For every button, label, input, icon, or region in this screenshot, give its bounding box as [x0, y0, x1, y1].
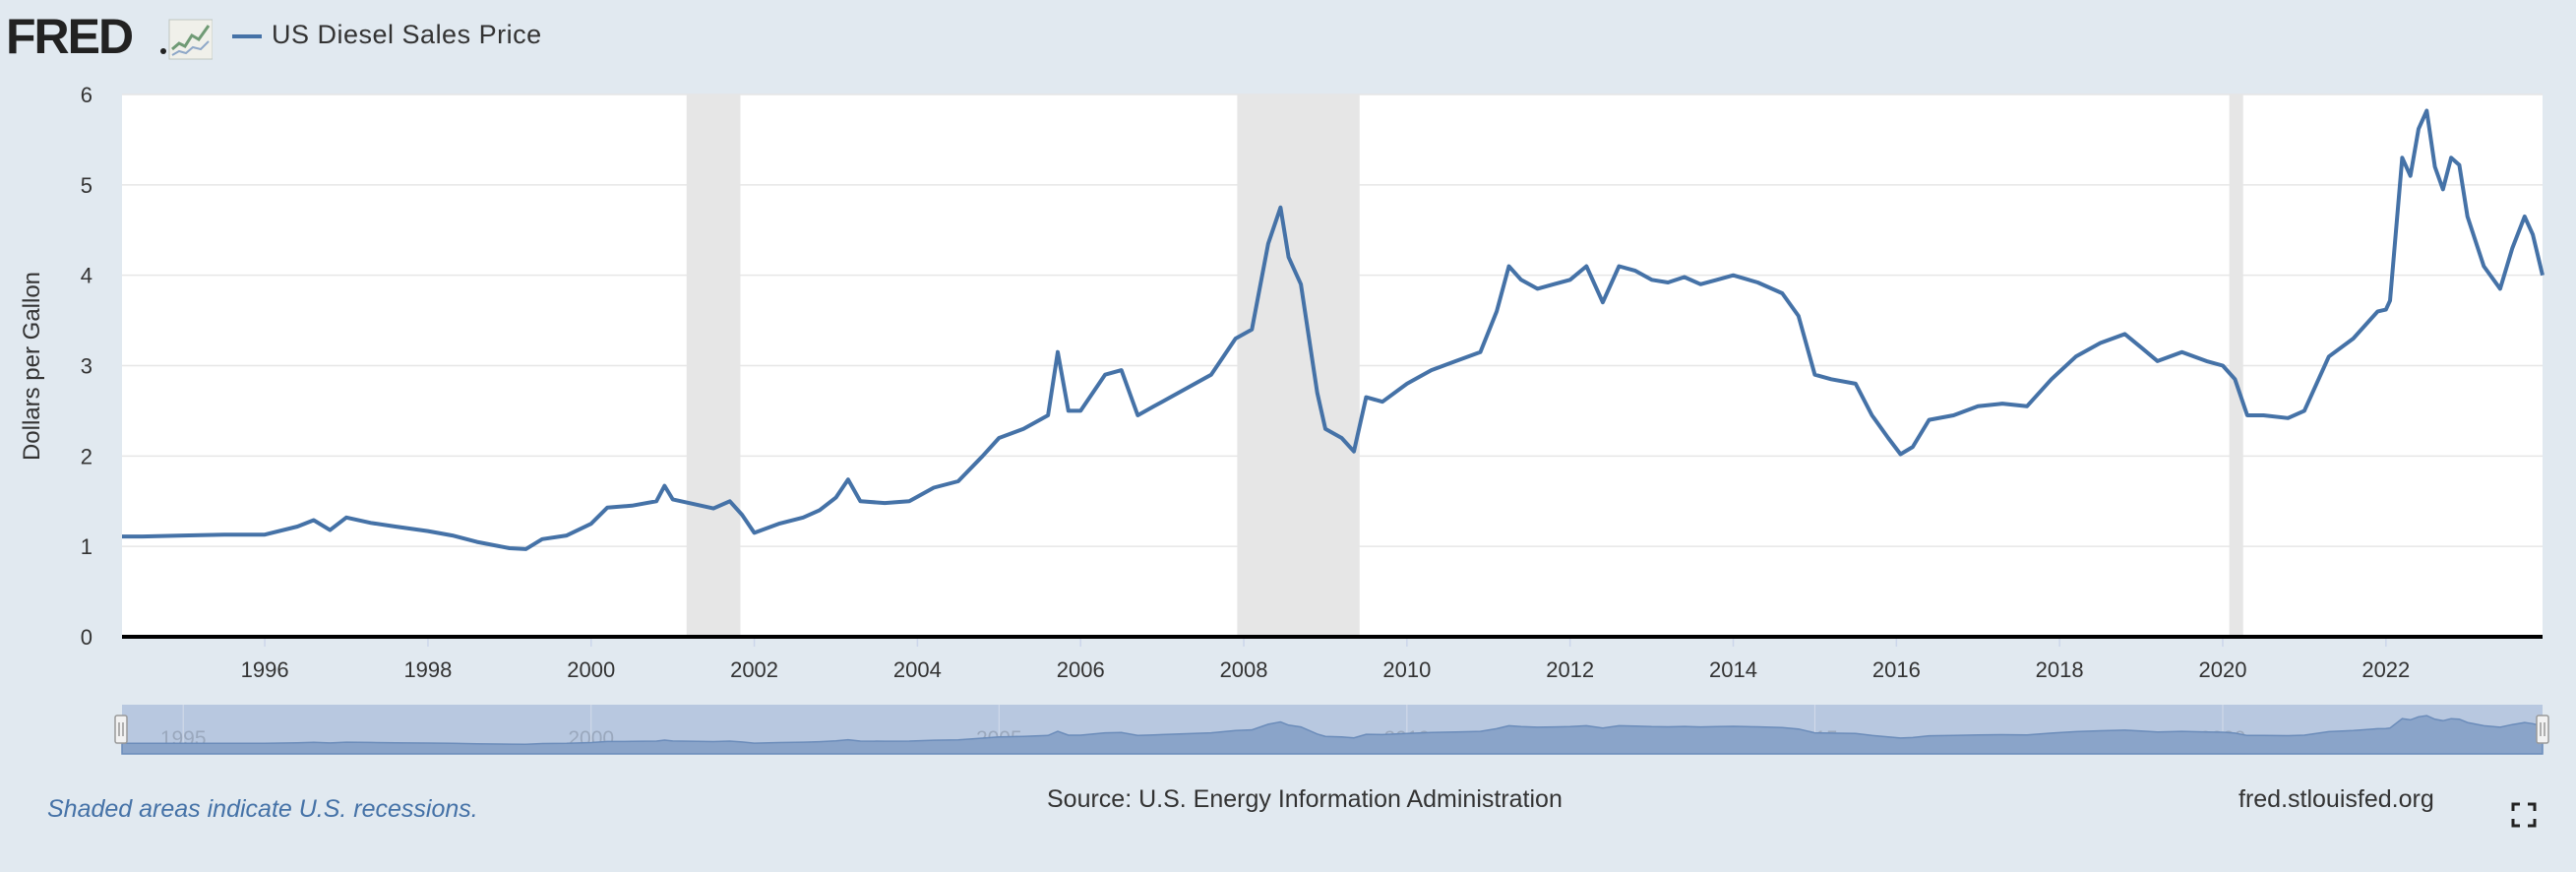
x-tick-label: 2008 [1220, 657, 1268, 682]
y-tick-label: 2 [81, 444, 92, 468]
chart-icon [168, 19, 213, 60]
y-tick-label: 0 [81, 625, 92, 650]
y-tick-label: 5 [81, 173, 92, 198]
navigator-handle-right[interactable] [2536, 715, 2549, 744]
navigator-handle-left[interactable] [114, 715, 128, 744]
x-tick-label: 2010 [1382, 657, 1431, 682]
line-chart: 0 1 2 3 4 5 6 1996 1998 2000 2002 2004 2006 2008 2010… [19, 83, 2549, 755]
x-tick-label: 2016 [1872, 657, 1921, 682]
legend-series-line [232, 34, 262, 38]
fred-logo[interactable]: FRED [6, 4, 213, 65]
fullscreen-icon[interactable] [2511, 802, 2537, 828]
x-axis-ticks: 1996 1998 2000 2002 2004 2006 2008 2010 2012 2014… [241, 637, 2410, 682]
source-text: Source: U.S. Energy Information Administ… [1047, 785, 1563, 813]
y-tick-label: 6 [81, 83, 92, 107]
gridlines [122, 93, 2543, 547]
x-tick-label: 2018 [2036, 657, 2084, 682]
y-tick-label: 4 [81, 264, 92, 288]
y-tick-label: 1 [81, 534, 92, 559]
x-tick-label: 2004 [893, 657, 942, 682]
x-tick-label: 2000 [567, 657, 615, 682]
y-axis-label: Dollars per Gallon [19, 272, 45, 461]
navigator[interactable]: 199520002005201020152020 [114, 705, 2549, 755]
y-axis-ticks: 0 1 2 3 4 5 6 [81, 83, 92, 650]
navigator-series-area [121, 715, 2544, 755]
series-line-us-diesel-sales-price [122, 108, 2545, 551]
x-tick-label: 1998 [403, 657, 452, 682]
fred-logo-text: FRED [6, 9, 133, 64]
x-tick-label: 2014 [1709, 657, 1757, 682]
x-tick-label: 2022 [2361, 657, 2410, 682]
fred-site-link[interactable]: fred.stlouisfed.org [2239, 785, 2434, 813]
legend-series-label[interactable]: US Diesel Sales Price [272, 20, 542, 49]
x-tick-label: 2012 [1546, 657, 1594, 682]
x-tick-label: 2002 [730, 657, 778, 682]
x-tick-label: 2020 [2199, 657, 2247, 682]
x-tick-label: 1996 [241, 657, 289, 682]
recession-note: Shaded areas indicate U.S. recessions. [47, 795, 478, 823]
x-tick-label: 2006 [1057, 657, 1105, 682]
fred-logo-dot [160, 48, 166, 54]
y-tick-label: 3 [81, 354, 92, 379]
chart-header: FRED US Diesel Sales Price [0, 0, 787, 79]
